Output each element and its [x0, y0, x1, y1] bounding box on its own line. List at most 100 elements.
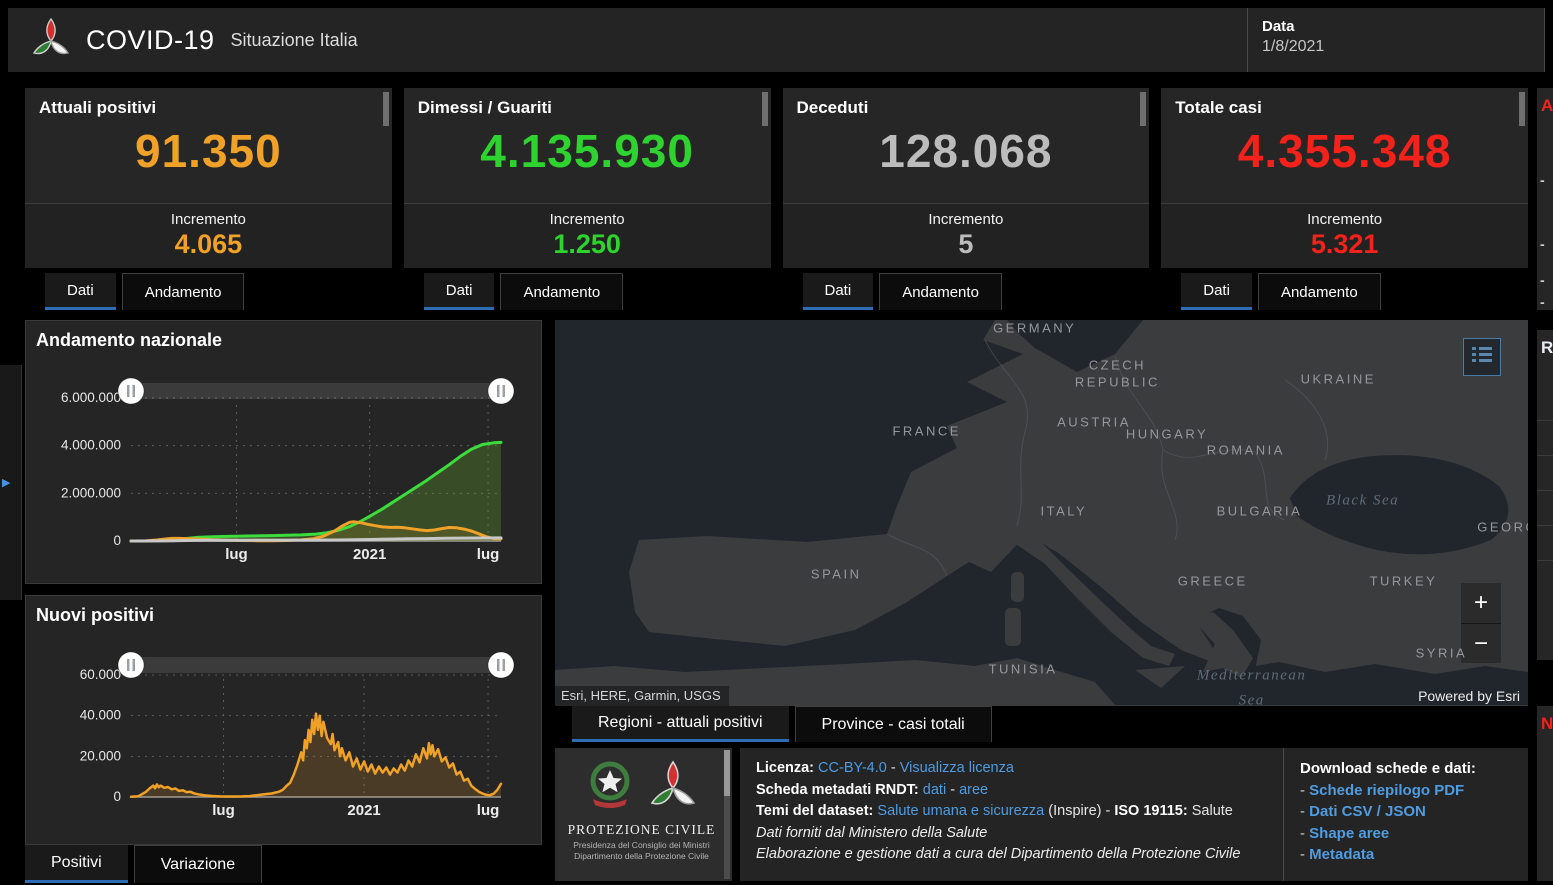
tab-label: Andamento: [1280, 283, 1358, 301]
metadata-line: Scheda metadati RNDT: dati - aree: [756, 781, 989, 798]
protezione-civile-triskelion-icon: [646, 757, 700, 818]
protezione-civile-name: PROTEZIONE CIVILE: [567, 822, 716, 837]
tab-dati[interactable]: Dati: [423, 273, 495, 310]
europe-map[interactable]: + − Esri, HERE, Garmin, USGS Powered by …: [555, 320, 1528, 706]
card-title: Dimessi / Guariti: [417, 98, 552, 117]
chart-title: Nuovi positivi: [36, 605, 155, 625]
card-deceduti: Deceduti 128.068 Incremento 5 Dati Andam…: [782, 88, 1150, 310]
card-attuali-positivi: Attuali positivi 91.350 Incremento 4.065…: [25, 88, 392, 310]
svg-text:4.000.000: 4.000.000: [61, 438, 121, 453]
svg-text:lug: lug: [477, 546, 500, 563]
themes-label: Temi del dataset:: [756, 803, 874, 819]
download-shape-link[interactable]: Shape aree: [1309, 824, 1390, 842]
date-value: 1/8/2021: [1262, 38, 1325, 55]
tab-label: Andamento: [144, 283, 222, 301]
card-scrollbar[interactable]: [1519, 92, 1525, 126]
app-subtitle: Situazione Italia: [230, 29, 358, 50]
downloads-title: Download schede e dati:: [1300, 760, 1476, 777]
map-legend-button[interactable]: [1463, 338, 1501, 376]
tab-andamento[interactable]: Andamento: [500, 273, 624, 310]
card-scrollbar[interactable]: [1140, 92, 1147, 126]
card-value: 4.355.348: [1237, 125, 1452, 177]
download-metadata-link[interactable]: Metadata: [1309, 846, 1375, 863]
italy-emblem-icon: [584, 757, 636, 818]
download-csv-json-link[interactable]: Dati CSV / JSON: [1309, 803, 1426, 820]
data-source-line: Dati forniti dal Ministero della Salute: [756, 824, 988, 841]
themes-line: Temi del dataset: Salute umana e sicurez…: [756, 803, 1233, 819]
clipped-panel-right-middle: R: [1537, 330, 1553, 660]
tab-label: Dati: [824, 281, 852, 299]
nuovi-positivi-panel: Nuovi positivi 0 20.000 40.000 60.000 lug 202…: [25, 595, 542, 845]
clipped-list-item: -: [1540, 236, 1545, 252]
card-value: 128.068: [879, 125, 1053, 177]
tab-label: Andamento: [902, 283, 979, 301]
downloads-panel: Download schede e dati: - Schede riepilo…: [1283, 748, 1528, 881]
svg-text:60.000: 60.000: [80, 667, 121, 682]
themes-link[interactable]: Salute umana e sicurezza: [877, 803, 1045, 819]
increment-label: Incremento: [170, 211, 246, 228]
clipped-title: A: [1541, 96, 1553, 115]
svg-text:40.000: 40.000: [80, 708, 121, 723]
metadata-label: Scheda metadati RNDT:: [756, 781, 919, 798]
logo-box-scrollbar[interactable]: [724, 750, 730, 879]
increment-value: 4.065: [174, 229, 243, 259]
increment-value: 1.250: [553, 229, 621, 259]
tab-label: Variazione: [160, 855, 236, 873]
zoom-in-button[interactable]: +: [1461, 583, 1501, 623]
date-panel: Data 1/8/2021: [1247, 8, 1545, 72]
svg-text:6.000.000: 6.000.000: [61, 390, 121, 405]
card-value: 4.135.930: [480, 125, 694, 177]
tab-variazione[interactable]: Variazione: [133, 845, 263, 883]
clipped-list-item: -: [1540, 172, 1545, 188]
license-link[interactable]: CC-BY-4.0: [818, 760, 887, 776]
metadata-dati-link[interactable]: dati: [922, 781, 947, 798]
left-panel-expander[interactable]: ▶: [0, 365, 22, 600]
download-pdf-link[interactable]: Schede riepilogo PDF: [1309, 781, 1465, 799]
nuovi-positivi-chart[interactable]: 0 20.000 40.000 60.000 lug 2021 lug: [36, 628, 531, 836]
zoom-out-button[interactable]: −: [1461, 623, 1501, 663]
license-label: Licenza:: [756, 760, 815, 776]
card-scrollbar[interactable]: [382, 92, 389, 126]
metadata-aree-link[interactable]: aree: [959, 781, 989, 798]
license-line: Licenza: CC-BY-4.0 - Visualizza licenza: [756, 760, 1014, 776]
tab-label: Dati: [67, 281, 94, 299]
app-title: COVID-19: [86, 24, 215, 55]
logo-subtitle-2: Dipartimento della Protezione Civile: [574, 851, 709, 861]
card-dimessi-guariti: Dimessi / Guariti 4.135.930 Incremento 1…: [403, 88, 771, 310]
tab-label: Dati: [1203, 281, 1230, 299]
tab-positivi[interactable]: Positivi: [25, 845, 128, 883]
tab-regioni-attuali-positivi[interactable]: Regioni - attuali positivi: [572, 706, 789, 742]
tab-dati[interactable]: Dati: [45, 273, 116, 310]
andamento-nazionale-chart[interactable]: 0 2.000.000 4.000.000 6.000.000 lug 2021 lug: [36, 353, 531, 567]
svg-text:2.000.000: 2.000.000: [61, 485, 121, 500]
stat-cards-row: Attuali positivi 91.350 Incremento 4.065…: [25, 88, 1528, 310]
map-layer-tabs: Regioni - attuali positivi Province - ca…: [572, 706, 992, 742]
svg-text:2021: 2021: [353, 546, 386, 563]
tab-dati[interactable]: Dati: [802, 273, 874, 310]
tab-andamento[interactable]: Andamento: [879, 273, 1002, 310]
tab-province-casi-totali[interactable]: Province - casi totali: [794, 706, 992, 742]
svg-text:2021: 2021: [347, 802, 380, 819]
expand-arrow-icon: ▶: [2, 477, 11, 489]
tab-andamento[interactable]: Andamento: [1257, 273, 1381, 310]
tab-dati[interactable]: Dati: [1181, 273, 1252, 310]
powered-by-esri: Powered by Esri: [1418, 688, 1520, 704]
clipped-title: R: [1541, 338, 1553, 357]
card-scrollbar[interactable]: [761, 92, 768, 126]
map-zoom-controls: + −: [1461, 583, 1501, 663]
tab-andamento[interactable]: Andamento: [121, 273, 245, 310]
logo-subtitle-1: Presidenza del Consiglio dei Ministri: [573, 840, 710, 850]
map-basemap: [555, 320, 1528, 706]
clipped-title: N: [1541, 714, 1553, 733]
card-title: Attuali positivi: [39, 98, 157, 117]
svg-text:lug: lug: [477, 802, 500, 819]
card-title: Deceduti: [796, 98, 869, 117]
view-license-link[interactable]: Visualizza licenza: [899, 760, 1014, 776]
increment-value: 5.321: [1310, 229, 1379, 259]
increment-label: Incremento: [928, 211, 1004, 228]
legend-list-icon: [1471, 345, 1493, 370]
nuovi-positivi-tabs: Positivi Variazione: [25, 845, 263, 883]
protezione-civile-triskelion-icon: [30, 15, 72, 66]
clipped-list-item: -: [1540, 294, 1545, 310]
tab-label: Regioni - attuali positivi: [598, 713, 763, 731]
